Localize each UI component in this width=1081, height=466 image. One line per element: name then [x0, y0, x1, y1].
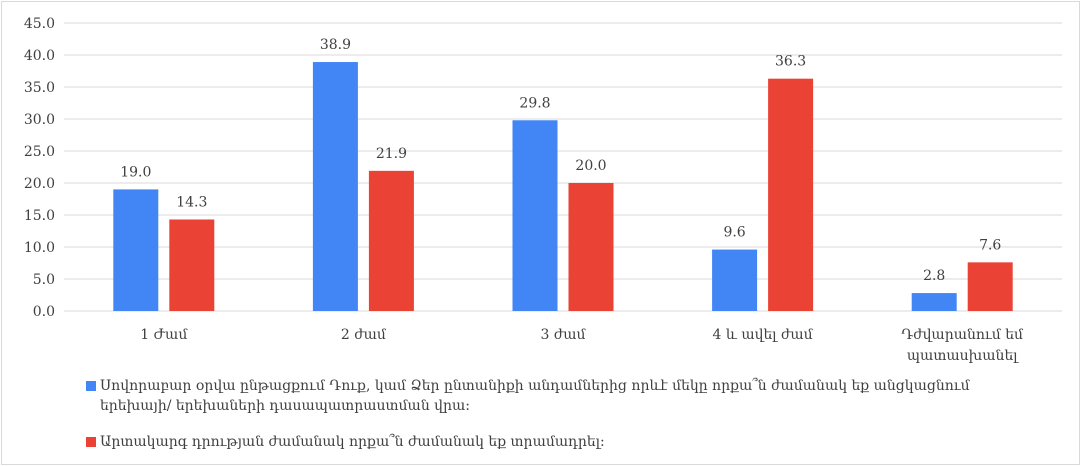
legend-label-series-2: Արտակարգ դրության ժամանակ որքա՞ն ժամանակ… [100, 434, 605, 450]
data-label-series-1: 38.9 [320, 37, 351, 53]
y-tick-label: 10.0 [24, 240, 55, 256]
y-tick-label: 5.0 [33, 272, 55, 288]
bar-chart: 0.0 5.0 10.0 15.0 20.0 25.0 30.0 35.0 40.0 45.0 19… [24, 16, 1062, 364]
bar-series-1 [512, 120, 558, 311]
data-label-series-2: 20.0 [575, 158, 606, 174]
legend-swatch-series-2 [86, 437, 96, 447]
bar-series-1 [113, 189, 159, 311]
y-tick-label: 25.0 [24, 144, 55, 160]
legend-item-series-1: Սովորաբար օրվա ընթացքում Դուք, կամ Ձեր ը… [86, 376, 1000, 416]
data-label-series-2: 14.3 [176, 194, 207, 210]
y-tick-label: 20.0 [24, 176, 55, 192]
x-category-label: 4 և ավել ժամ [713, 327, 814, 343]
y-tick-label: 35.0 [24, 80, 55, 96]
y-tick-label: 45.0 [24, 16, 55, 32]
data-label-series-2: 36.3 [775, 54, 806, 70]
bar-series-2 [568, 183, 614, 311]
x-category-label: պատասխանել [907, 348, 1019, 364]
bar-series-2 [967, 262, 1013, 311]
legend-label-series-1: Սովորաբար օրվա ընթացքում Դուք, կամ Ձեր ը… [100, 378, 970, 414]
bar-series-1 [312, 62, 358, 311]
data-label-series-1: 29.8 [519, 95, 550, 111]
y-tick-label: 15.0 [24, 208, 55, 224]
bar-series-2 [768, 78, 814, 312]
bar-series-2 [368, 170, 414, 311]
y-tick-label: 30.0 [24, 112, 55, 128]
data-label-series-1: 9.6 [723, 225, 745, 241]
data-label-series-2: 7.6 [979, 237, 1001, 253]
data-label-series-2: 21.9 [376, 146, 407, 162]
bar-series-1 [911, 293, 957, 311]
y-tick-label: 0.0 [33, 304, 55, 320]
bar-series-2 [169, 219, 215, 311]
bar-series-1 [712, 249, 758, 311]
y-tick-label: 40.0 [24, 48, 55, 64]
x-category-label: 3 ժամ [540, 327, 586, 343]
x-category-label: 2 ժամ [341, 327, 387, 343]
x-category-label: 1 Ժամ [140, 327, 188, 343]
legend-swatch-series-1 [86, 381, 96, 391]
x-category-label: Դժվարանում եմ [901, 327, 1024, 343]
data-label-series-1: 19.0 [120, 164, 151, 180]
legend-item-series-2: Արտակարգ դրության ժամանակ որքա՞ն ժամանակ… [86, 432, 1000, 452]
data-label-series-1: 2.8 [923, 268, 945, 284]
